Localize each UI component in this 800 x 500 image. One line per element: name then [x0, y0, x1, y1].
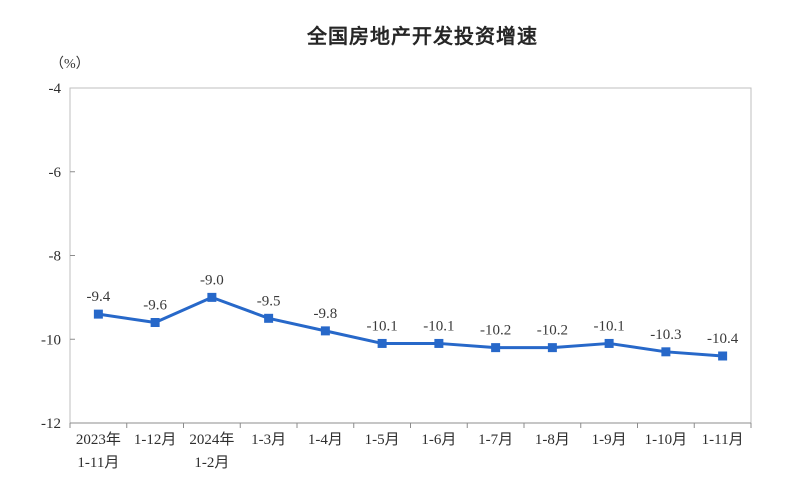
x-axis-label: 1-11月 — [702, 432, 744, 448]
data-point-marker — [434, 338, 444, 348]
x-axis-label: 1-2月 — [194, 455, 229, 471]
y-axis-label: -6 — [49, 165, 62, 181]
x-axis-label: 1-8月 — [535, 432, 570, 448]
x-axis-label: 2023年 — [76, 431, 121, 448]
x-axis-label: 1-4月 — [308, 432, 343, 448]
data-point-marker — [491, 343, 501, 353]
data-point-marker — [661, 347, 671, 357]
x-axis-label: 1-11月 — [77, 455, 119, 471]
data-point-label: -9.8 — [314, 306, 338, 322]
x-axis-label: 1-3月 — [251, 432, 286, 448]
data-point-label: -10.2 — [537, 323, 568, 339]
x-axis-label: 1-6月 — [421, 432, 456, 448]
x-axis-label: 2024年 — [189, 431, 234, 448]
y-axis-label: -12 — [41, 416, 61, 432]
data-point-label: -10.1 — [367, 318, 398, 334]
x-axis-label: 1-5月 — [365, 432, 400, 448]
chart-title: 全国房地产开发投资增速 — [307, 26, 538, 48]
data-point-marker — [207, 292, 217, 302]
data-point-label: -10.3 — [650, 327, 681, 343]
y-axis-label: -10 — [41, 332, 61, 348]
data-point-marker — [547, 343, 557, 353]
data-point-label: -10.4 — [707, 331, 739, 347]
data-point-marker — [320, 326, 330, 336]
data-point-marker — [718, 351, 728, 361]
data-point-label: -10.2 — [480, 323, 511, 339]
series-line — [96, 295, 725, 358]
data-point-label: -10.1 — [594, 318, 625, 334]
data-point-label: -9.0 — [200, 272, 224, 288]
data-point-label: -9.6 — [143, 298, 167, 314]
x-axis-label: 1-7月 — [478, 432, 513, 448]
data-point-marker — [150, 318, 160, 327]
plot-border — [69, 87, 752, 424]
x-axis-label: 1-12月 — [134, 432, 177, 448]
data-point-marker — [377, 338, 387, 348]
data-point-label: -10.1 — [423, 318, 454, 334]
data-point-marker — [604, 338, 614, 348]
data-point-marker — [93, 309, 103, 319]
data-point-label: -9.5 — [257, 293, 281, 309]
y-axis-label: -4 — [49, 81, 62, 97]
y-axis-unit-label: （%） — [50, 57, 90, 72]
data-point-label: -9.4 — [87, 289, 111, 305]
x-axis-label: 1-10月 — [645, 432, 688, 448]
x-axis-label: 1-9月 — [592, 432, 627, 448]
data-point-marker — [264, 313, 274, 323]
y-axis-label: -8 — [49, 249, 62, 265]
